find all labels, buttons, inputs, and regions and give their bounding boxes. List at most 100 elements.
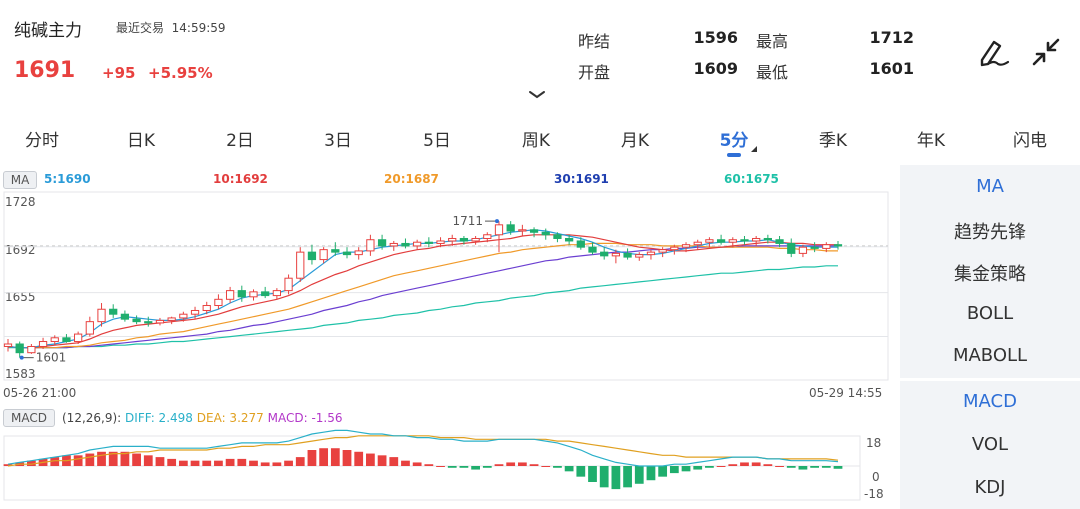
candle-body-30	[354, 250, 363, 256]
candle-body-6	[74, 333, 83, 343]
tab-0[interactable]: 分时	[25, 131, 59, 151]
candle-body-37	[436, 240, 445, 244]
macd-bar-2	[26, 460, 36, 466]
candle-body-46	[541, 231, 550, 236]
candle-body-24	[284, 277, 293, 292]
candle-body-26	[307, 251, 317, 261]
macd-bar-23	[272, 462, 282, 466]
max-marker-dot	[494, 219, 499, 224]
tab-8[interactable]: 季K	[818, 131, 848, 151]
candle-body-22	[261, 291, 270, 297]
price-change: +95	[102, 64, 136, 82]
ma10-line	[7, 234, 838, 349]
main-plot-frame	[3, 191, 889, 381]
tab-2[interactable]: 2日	[226, 131, 254, 151]
candle-body-18	[214, 298, 223, 307]
side-main-2[interactable]: 集金策略	[954, 264, 1026, 285]
candle-body-45	[529, 229, 539, 233]
macd-bar-9	[108, 451, 118, 466]
tab-6[interactable]: 月K	[620, 131, 650, 151]
tab-3[interactable]: 3日	[324, 131, 352, 151]
tab-9[interactable]: 年K	[916, 131, 946, 151]
prev-settle-label: 昨结	[578, 32, 611, 51]
macd-bar-36	[424, 464, 434, 466]
candle-body-53	[623, 252, 632, 258]
candle-body-21	[249, 291, 258, 298]
macd-bar-7	[85, 453, 95, 466]
candle-body-10	[120, 313, 130, 320]
ma30-line	[7, 245, 838, 349]
macd-value-legend: MACD: -1.56	[267, 411, 343, 425]
tab-1[interactable]: 日K	[126, 131, 156, 151]
macd-bar-32	[377, 455, 387, 466]
pen-draw-icon[interactable]	[980, 40, 1010, 67]
macd-bar-49	[576, 466, 586, 477]
candle-body-36	[424, 241, 433, 244]
dea-legend: DEA: 3.277	[196, 411, 264, 425]
macd-bar-0	[3, 464, 13, 466]
candle-body-35	[413, 241, 422, 247]
side-sub-1[interactable]: VOL	[971, 434, 1009, 455]
y-tick-1583: 1583	[5, 367, 36, 381]
macd-bar-67	[786, 466, 796, 468]
macd-bar-50	[588, 466, 597, 482]
macd-bar-64	[751, 462, 761, 466]
candle-body-33	[389, 242, 398, 247]
tab-7[interactable]: 5分	[719, 131, 749, 151]
candle-body-27	[319, 249, 328, 261]
side-main-1[interactable]: 趋势先锋	[954, 222, 1026, 243]
macd-tag[interactable]: MACD	[3, 409, 55, 427]
side-main-3[interactable]: BOLL	[966, 303, 1014, 324]
contract-title: 纯碱主力	[14, 21, 82, 41]
active-tab-indicator	[727, 153, 741, 157]
macd-bar-33	[389, 457, 399, 466]
ma20-legend: 20:1687	[384, 172, 439, 186]
chevron-down-icon[interactable]	[529, 91, 545, 99]
candle-body-64	[752, 237, 761, 242]
side-main-0[interactable]: MA	[976, 176, 1004, 197]
candle-body-13	[155, 319, 165, 324]
macd-bar-58	[681, 466, 691, 472]
macd-bar-10	[120, 451, 130, 466]
macd-bar-29	[342, 450, 352, 466]
macd-bar-37	[436, 466, 445, 467]
candle-body-42	[494, 224, 504, 236]
y-tick-1728: 1728	[5, 195, 36, 209]
ma-tag[interactable]: MA	[3, 171, 37, 189]
low-label: 最低	[756, 63, 789, 82]
candle-body-71	[833, 244, 843, 247]
min-marker-dot	[19, 355, 24, 360]
macd-bar-55	[646, 466, 656, 481]
side-main-4[interactable]: MABOLL	[952, 345, 1028, 366]
macd-bar-68	[798, 466, 808, 470]
candle-body-48	[565, 237, 574, 242]
candle-body-67	[787, 242, 796, 254]
collapse-arrows-icon[interactable]	[1032, 38, 1060, 66]
tab-4[interactable]: 5日	[423, 131, 451, 151]
candle-body-56	[658, 249, 667, 253]
candle-body-32	[377, 239, 387, 247]
candle-body-28	[331, 249, 340, 253]
macd-bar-14	[167, 458, 177, 466]
tab-10[interactable]: 闪电	[1013, 131, 1047, 151]
candle-body-52	[611, 252, 621, 257]
side-sub-0[interactable]: MACD	[963, 391, 1017, 412]
side-sub-2[interactable]: KDJ	[974, 477, 1006, 498]
macd-bar-51	[599, 466, 609, 488]
macd-bar-54	[634, 466, 644, 484]
macd-bar-8	[97, 451, 106, 466]
macd-bar-59	[693, 466, 703, 470]
macd-bar-62	[728, 464, 738, 466]
candle-body-68	[798, 246, 808, 254]
macd-bar-16	[190, 460, 200, 466]
macd-bar-22	[260, 462, 270, 466]
candle-body-43	[506, 224, 515, 232]
macd-bar-17	[202, 460, 212, 466]
tab-5[interactable]: 周K	[521, 131, 551, 151]
ma5-line	[7, 229, 838, 349]
macd-bar-38	[447, 466, 457, 468]
last-trade-text: 最近交易	[116, 21, 165, 35]
macd-bar-18	[214, 460, 223, 466]
main-indicator-menu	[900, 165, 1080, 378]
